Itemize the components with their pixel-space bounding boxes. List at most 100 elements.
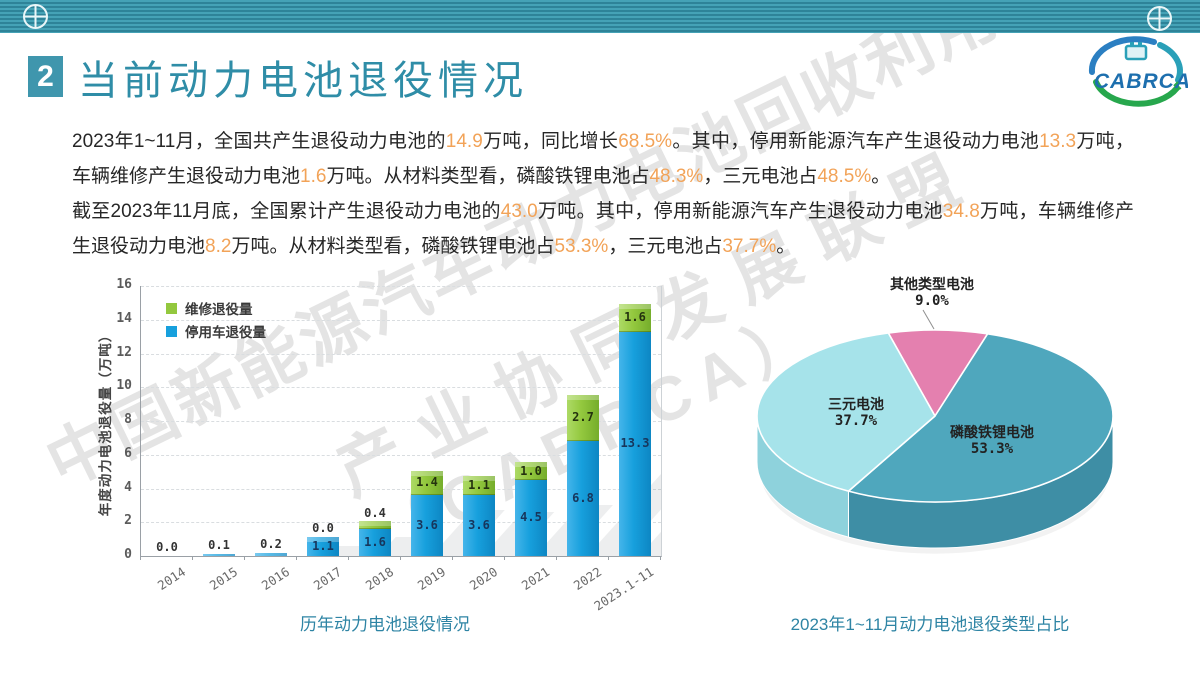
- pie-slice: [756, 332, 936, 492]
- x-tick: [556, 556, 557, 560]
- logo-battery-icon: [1124, 44, 1148, 61]
- pie-slice: [887, 329, 989, 417]
- y-tick-label: 0: [124, 547, 132, 562]
- bar-segment-blue: [463, 495, 495, 556]
- x-tick: [140, 556, 141, 560]
- y-tick-label: 14: [116, 310, 132, 326]
- bar-segment-green: [515, 462, 547, 481]
- gridline: [141, 488, 661, 490]
- gridline: [141, 421, 661, 422]
- paragraph: 2023年1~11月，全国共产生退役动力电池的14.9万吨，同比增长68.5%。…: [72, 131, 1134, 187]
- y-tick-label: 10: [116, 378, 132, 394]
- page-title: 当前动力电池退役情况: [78, 58, 528, 103]
- bar-top-highlight: [255, 552, 287, 556]
- bar-value-label: 0.1: [208, 538, 230, 553]
- highlight-number: 13.3: [1039, 131, 1077, 152]
- bar-segment-green: [463, 475, 495, 496]
- x-tick: [608, 556, 609, 560]
- pie-chart: 其他类型电池 9.0% 磷酸铁锂电池 53.3% 三元电池 37.7%: [690, 268, 1170, 578]
- bar-chart-plot-area: 0.0 0.1 0.2 1.1 0.0 1.6 0.4 3.6 1.4 3.6 1.1 4.5 1.0 6…: [140, 286, 662, 557]
- bar-segment-blue: [359, 529, 391, 556]
- bar-segment-green: [567, 394, 599, 442]
- x-tick: [660, 556, 661, 560]
- bar-value-label: 3.6: [416, 517, 438, 532]
- y-tick-label: 2: [124, 513, 132, 529]
- y-tick-label: 8: [124, 412, 132, 427]
- bar-top-highlight: [359, 521, 391, 527]
- bar-top-highlight: [203, 554, 235, 556]
- bar-segment-blue: [203, 554, 235, 556]
- bar-segment-blue: [411, 495, 443, 556]
- logo-arc-green: [1093, 79, 1180, 107]
- highlight-number: 48.5%: [817, 166, 872, 187]
- legend-swatch: [166, 302, 177, 314]
- y-tick-label: 16: [116, 277, 132, 292]
- highlight-number: 14.9: [445, 131, 483, 152]
- bar-chart: 年度动力电池退役量（万吨） 0.0 0.1 0.2 1.1 0.0 1.6 0.4 3.6 1.4…: [85, 272, 685, 613]
- gridline: [141, 454, 661, 456]
- y-tick-label: 4: [124, 479, 132, 495]
- highlight-number: 43.0: [500, 201, 538, 222]
- x-tick: [504, 556, 505, 560]
- x-tick: [192, 556, 193, 560]
- bar-segment-green: [359, 521, 391, 529]
- x-tick: [348, 556, 349, 560]
- bar-value-label: 4.5: [520, 510, 542, 525]
- highlight-number: 68.5%: [618, 131, 673, 152]
- highlight-number: 37.7%: [722, 236, 777, 257]
- section-number-badge: 2: [28, 56, 63, 97]
- bar-segment-blue: [515, 480, 547, 556]
- bar-value-label: 1.1: [312, 538, 334, 553]
- bar-value-label: 0.0: [156, 540, 178, 554]
- pie-chart-svg: [756, 309, 1114, 554]
- globe-icon: [23, 4, 48, 29]
- bar-segment-blue: [307, 537, 339, 556]
- x-tick: [296, 556, 297, 560]
- pie-slice-label: 磷酸铁锂电池 53.3%: [912, 424, 1072, 458]
- pie-label-text: 三元电池: [828, 396, 884, 412]
- bar-value-label: 1.6: [624, 310, 646, 325]
- legend-item: 停用车退役量: [166, 321, 266, 341]
- logo-arc-blue: [1088, 36, 1157, 75]
- bar-value-label: 1.4: [416, 475, 438, 490]
- bar-value-label: 1.6: [364, 534, 386, 549]
- bar-value-label: 6.8: [572, 490, 594, 505]
- pie-slice: [847, 333, 1114, 503]
- bar-top-highlight: [567, 394, 599, 400]
- legend-label: 停用车退役量: [185, 325, 266, 340]
- body-text: 2023年1~11月，全国共产生退役动力电池的14.9万吨，同比增长68.5%。…: [72, 124, 1134, 264]
- bar-top-highlight: [307, 537, 339, 543]
- y-tick-label: 6: [124, 445, 132, 461]
- gridline: [141, 353, 661, 355]
- pie-label-leader-line: [922, 309, 935, 330]
- bar-top-highlight: [411, 470, 443, 476]
- bar-value-label: 2.7: [572, 410, 594, 425]
- logo-sparkle: [1173, 81, 1182, 91]
- legend-label: 维修退役量: [185, 302, 253, 317]
- x-tick: [400, 556, 401, 560]
- bar-value-label: 3.6: [468, 517, 490, 532]
- bar-segment-blue: [255, 552, 287, 556]
- cabrca-logo: CABRCA: [1088, 36, 1188, 107]
- bar-segment-green: [411, 470, 443, 496]
- bar-value-label: 13.3: [620, 435, 650, 450]
- legend-swatch: [166, 325, 177, 337]
- bar-top-highlight: [619, 303, 651, 309]
- bar-value-label: 1.1: [468, 477, 490, 492]
- paragraph: 截至2023年11月底，全国累计产生退役动力电池的43.0万吨。其中，停用新能源…: [72, 201, 1134, 257]
- y-tick-label: 12: [116, 344, 132, 360]
- bar-value-label: 0.0: [312, 521, 334, 536]
- pie-label-text: 其他类型电池: [890, 276, 974, 292]
- x-tick: [244, 556, 245, 560]
- bar-value-label: 0.4: [364, 506, 386, 521]
- gridline: [141, 522, 661, 524]
- bar-top-highlight: [463, 475, 495, 481]
- gridline: [141, 319, 661, 321]
- highlight-number: 34.8: [942, 201, 980, 222]
- bar-segment-blue: [567, 441, 599, 556]
- pie-label-percent: 37.7%: [834, 413, 878, 429]
- pie-slice-label: 三元电池 37.7%: [786, 396, 926, 430]
- logo-text: CABRCA: [1094, 70, 1188, 93]
- bar-segment-green: [619, 303, 651, 332]
